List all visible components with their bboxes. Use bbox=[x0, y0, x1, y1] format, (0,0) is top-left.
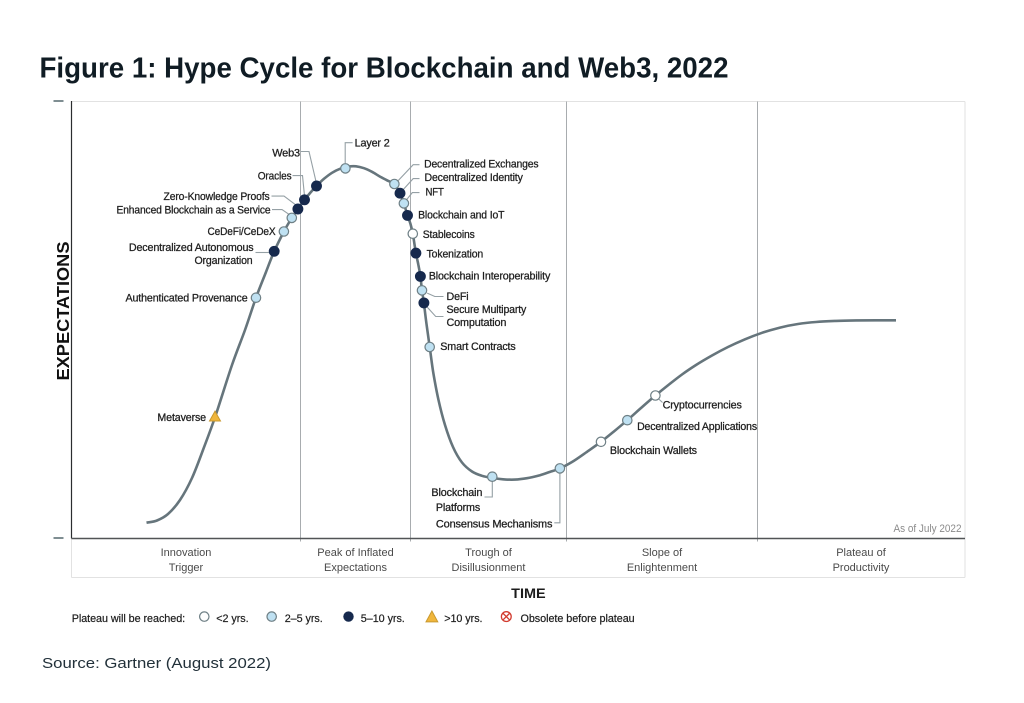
svg-text:Expectations: Expectations bbox=[324, 562, 387, 574]
svg-text:Plateau will be reached:: Plateau will be reached: bbox=[72, 613, 185, 625]
svg-text:Tokenization: Tokenization bbox=[427, 249, 484, 261]
svg-text:>10 yrs.: >10 yrs. bbox=[444, 613, 482, 625]
svg-text:Platforms: Platforms bbox=[436, 502, 481, 514]
svg-text:5–10 yrs.: 5–10 yrs. bbox=[361, 613, 405, 625]
svg-text:Consensus Mechanisms: Consensus Mechanisms bbox=[436, 519, 553, 531]
svg-text:Peak of Inflated: Peak of Inflated bbox=[317, 547, 393, 559]
svg-text:Productivity: Productivity bbox=[833, 562, 890, 574]
svg-text:Zero-Knowledge Proofs: Zero-Knowledge Proofs bbox=[164, 191, 271, 203]
svg-text:Blockchain and IoT: Blockchain and IoT bbox=[418, 209, 505, 221]
svg-text:Metaverse: Metaverse bbox=[157, 412, 206, 424]
svg-text:Plateau of: Plateau of bbox=[836, 547, 886, 559]
svg-text:Blockchain Interoperability: Blockchain Interoperability bbox=[429, 270, 551, 282]
svg-text:Cryptocurrencies: Cryptocurrencies bbox=[663, 399, 743, 411]
svg-text:Source: Gartner (August 2022): Source: Gartner (August 2022) bbox=[42, 655, 271, 672]
svg-text:Innovation: Innovation bbox=[161, 547, 212, 559]
svg-text:Computation: Computation bbox=[447, 317, 507, 329]
svg-text:Blockchain Wallets: Blockchain Wallets bbox=[610, 445, 698, 457]
svg-text:CeDeFi/CeDeX: CeDeFi/CeDeX bbox=[208, 226, 277, 238]
svg-text:Disillusionment: Disillusionment bbox=[452, 562, 526, 574]
svg-text:DeFi: DeFi bbox=[447, 291, 469, 303]
svg-text:Enlightenment: Enlightenment bbox=[627, 562, 697, 574]
svg-text:Enhanced Blockchain as a Servi: Enhanced Blockchain as a Service bbox=[117, 204, 271, 216]
svg-text:NFT: NFT bbox=[426, 186, 445, 198]
svg-text:Obsolete before plateau: Obsolete before plateau bbox=[521, 613, 635, 625]
svg-text:TIME: TIME bbox=[511, 585, 546, 601]
svg-text:Decentralized Exchanges: Decentralized Exchanges bbox=[424, 158, 539, 170]
svg-text:Oracles: Oracles bbox=[258, 171, 292, 183]
svg-text:EXPECTATIONS: EXPECTATIONS bbox=[53, 242, 73, 381]
svg-text:Figure 1: Hype Cycle for Block: Figure 1: Hype Cycle for Blockchain and … bbox=[40, 53, 729, 85]
svg-text:Smart Contracts: Smart Contracts bbox=[440, 341, 516, 353]
svg-text:Authenticated Provenance: Authenticated Provenance bbox=[126, 293, 248, 305]
svg-text:As of July 2022: As of July 2022 bbox=[894, 523, 962, 535]
svg-text:Stablecoins: Stablecoins bbox=[423, 229, 475, 241]
svg-text:Trough of: Trough of bbox=[465, 547, 513, 559]
svg-text:<2 yrs.: <2 yrs. bbox=[216, 613, 248, 625]
svg-text:2–5 yrs.: 2–5 yrs. bbox=[285, 613, 323, 625]
svg-text:Slope of: Slope of bbox=[642, 547, 683, 559]
svg-text:Layer 2: Layer 2 bbox=[355, 138, 390, 150]
svg-text:Decentralized Autonomous: Decentralized Autonomous bbox=[129, 242, 254, 254]
svg-text:Decentralized Identity: Decentralized Identity bbox=[425, 172, 524, 184]
svg-text:Decentralized Applications: Decentralized Applications bbox=[637, 421, 758, 433]
svg-text:Web3: Web3 bbox=[272, 148, 300, 160]
svg-text:Trigger: Trigger bbox=[169, 562, 204, 574]
svg-text:Organization: Organization bbox=[195, 255, 253, 267]
svg-text:Blockchain: Blockchain bbox=[431, 487, 482, 499]
svg-text:Secure Multiparty: Secure Multiparty bbox=[447, 304, 527, 316]
